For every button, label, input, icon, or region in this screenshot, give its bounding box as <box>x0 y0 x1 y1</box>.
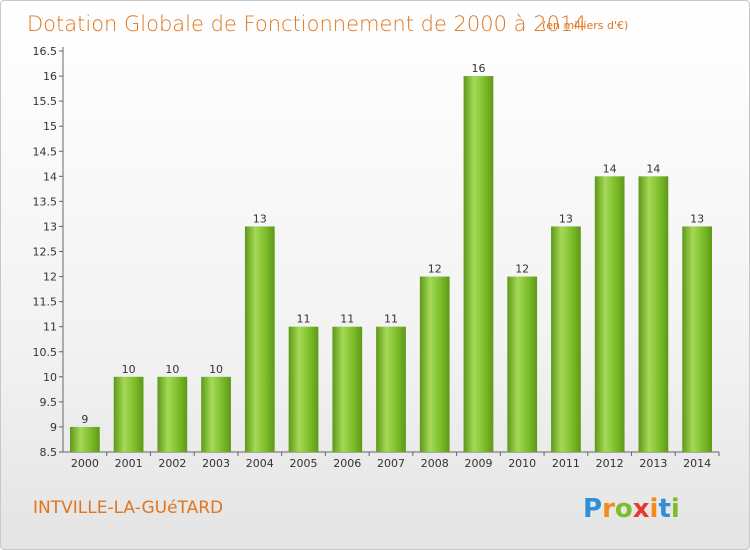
y-tick-label: 10 <box>43 371 57 384</box>
y-tick-label: 14 <box>43 170 57 183</box>
y-axis: 8.5 9 9.5 10 10.5 11 11.5 12 12.5 13 13.5 14 14.5 15 1… <box>33 45 64 459</box>
y-tick-label: 13.5 <box>33 195 58 208</box>
y-tick-label: 14.5 <box>33 145 58 158</box>
bar <box>638 176 669 452</box>
bar <box>463 76 494 452</box>
x-tick-label: 2013 <box>639 457 667 470</box>
x-tick-label: 2008 <box>421 457 449 470</box>
logo-letter: r <box>602 494 615 524</box>
data-label: 12 <box>515 263 529 276</box>
logo-letter: i <box>671 494 680 524</box>
data-labels-group: 9 10 10 10 13 11 11 11 12 16 12 13 14 14 13 <box>81 62 704 426</box>
data-label: 10 <box>165 363 179 376</box>
bar <box>507 276 538 452</box>
logo-letter: P <box>583 494 602 524</box>
data-label: 12 <box>428 263 442 276</box>
data-label: 10 <box>122 363 136 376</box>
x-tick-label: 2012 <box>596 457 624 470</box>
bars-group <box>69 76 713 452</box>
bar <box>113 376 144 452</box>
bar <box>332 326 363 452</box>
bar <box>594 176 625 452</box>
x-tick-label: 2005 <box>290 457 318 470</box>
y-tick-label: 16 <box>43 70 57 83</box>
bar <box>201 376 231 452</box>
x-tick-label: 2011 <box>552 457 580 470</box>
data-label: 11 <box>384 313 398 326</box>
data-label: 11 <box>297 313 311 326</box>
logo-letter: o <box>615 494 633 524</box>
bar <box>69 426 100 452</box>
bar <box>157 376 188 452</box>
y-tick-label: 12 <box>43 271 57 284</box>
bar <box>682 226 713 452</box>
y-tick-label: 8.5 <box>40 446 58 459</box>
bar <box>376 326 406 452</box>
bar <box>244 226 275 452</box>
x-tick-label: 2007 <box>377 457 405 470</box>
proxiti-logo: Proxiti <box>583 494 680 524</box>
x-tick-label: 2000 <box>71 457 99 470</box>
bar <box>419 276 450 452</box>
commune-name: INTVILLE-LA-GUéTARD <box>33 498 223 518</box>
y-tick-label: 9 <box>50 421 57 434</box>
x-tick-label: 2001 <box>115 457 143 470</box>
x-axis: 2000 2001 2002 2003 2004 2005 2006 2007 2008 2009… <box>63 451 720 470</box>
y-tick-label: 10.5 <box>33 346 58 359</box>
x-tick-label: 2010 <box>508 457 536 470</box>
data-label: 13 <box>690 212 704 225</box>
logo-letter: x <box>633 494 650 524</box>
x-tick-label: 2002 <box>158 457 186 470</box>
x-tick-label: 2014 <box>683 457 711 470</box>
data-label: 13 <box>559 212 573 225</box>
y-tick-label: 13 <box>43 220 57 233</box>
data-label: 10 <box>209 363 223 376</box>
data-label: 16 <box>471 62 485 75</box>
logo-letter: t <box>658 494 670 524</box>
bar <box>551 226 581 452</box>
y-tick-label: 12.5 <box>33 246 58 259</box>
y-tick-label: 11.5 <box>33 296 58 309</box>
data-label: 9 <box>81 413 88 426</box>
x-tick-label: 2003 <box>202 457 230 470</box>
y-tick-label: 16.5 <box>33 45 58 58</box>
data-label: 14 <box>603 162 617 175</box>
chart-title: Dotation Globale de Fonctionnement de 20… <box>27 12 587 36</box>
y-tick-label: 9.5 <box>40 396 58 409</box>
data-label: 11 <box>340 313 354 326</box>
chart-subtitle: (en milliers d'€) <box>542 19 628 32</box>
data-label: 13 <box>253 212 267 225</box>
y-tick-label: 15 <box>43 120 57 133</box>
y-tick-label: 15.5 <box>33 95 58 108</box>
x-tick-label: 2006 <box>333 457 361 470</box>
logo-letter: i <box>650 494 659 524</box>
bar <box>288 326 319 452</box>
x-tick-label: 2004 <box>246 457 274 470</box>
data-label: 14 <box>646 162 660 175</box>
y-tick-label: 11 <box>43 321 57 334</box>
x-tick-label: 2009 <box>464 457 492 470</box>
